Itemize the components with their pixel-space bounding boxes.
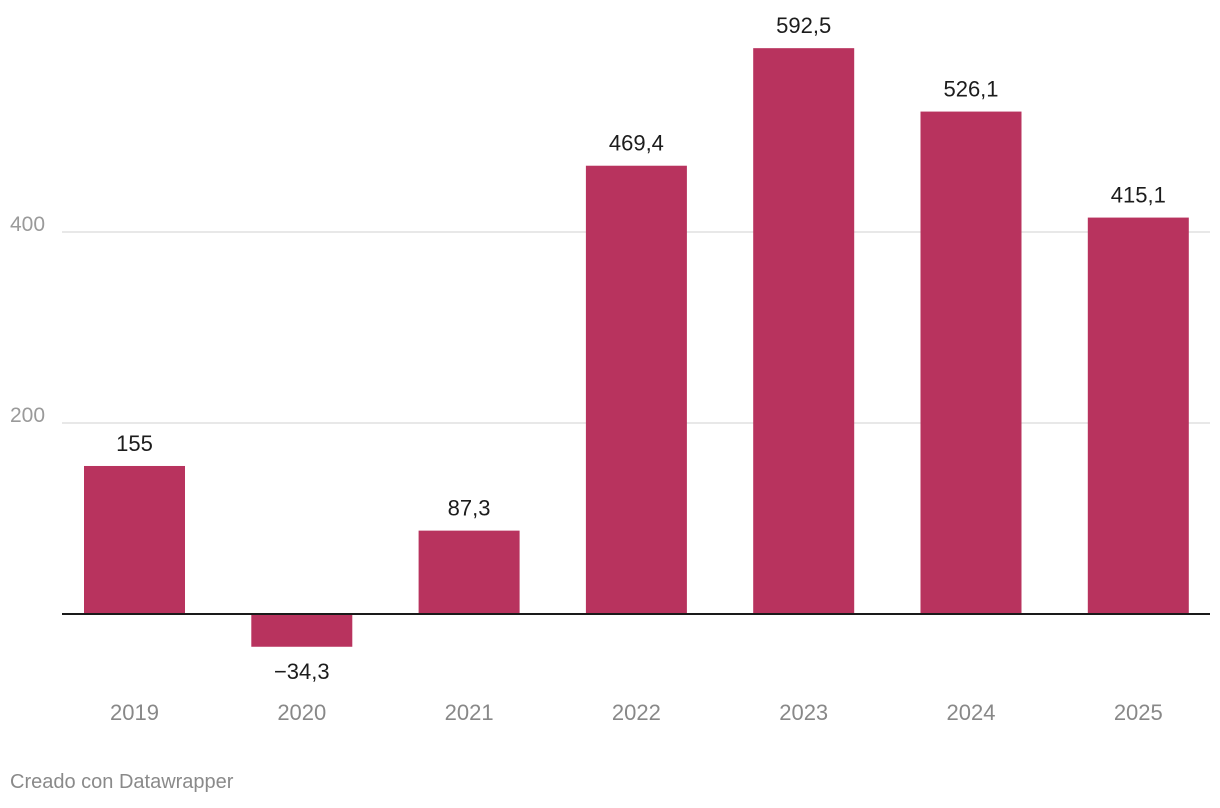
bar-2025 [1087,217,1189,614]
value-label-2024: 526,1 [943,77,998,102]
bar-2019 [84,465,185,614]
bars [84,48,1189,647]
value-label-2023: 592,5 [776,13,831,38]
value-label-2022: 469,4 [609,131,664,156]
x-tick-label-2025: 2025 [1114,700,1163,725]
bar-2022 [585,165,687,614]
value-label-2020: −34,3 [274,659,330,684]
value-label-2025: 415,1 [1111,183,1166,208]
value-label-2021: 87,3 [448,496,491,521]
value-label-2019: 155 [116,431,153,456]
x-tick-label-2020: 2020 [277,700,326,725]
value-labels: 155 −34,3 87,3 469,4 592,5 526,1 415,1 [116,13,1166,684]
y-tick-label: 200 [10,404,45,427]
x-tick-label-2023: 2023 [779,700,828,725]
bar-2024 [920,111,1022,615]
footer-credit: Creado con Datawrapper [10,771,234,793]
y-tick-label: 400 [10,213,45,236]
x-tick-label-2022: 2022 [612,700,661,725]
x-tick-label-2021: 2021 [445,700,494,725]
y-axis-ticks: 200 400 [10,213,45,427]
bar-2021 [418,530,520,614]
bar-2020 [251,614,353,647]
x-axis-ticks: 2019 2020 2021 2022 2023 2024 2025 [110,700,1163,725]
x-tick-label-2024: 2024 [947,700,996,725]
x-tick-label-2019: 2019 [110,700,159,725]
bar-2023 [753,48,855,615]
